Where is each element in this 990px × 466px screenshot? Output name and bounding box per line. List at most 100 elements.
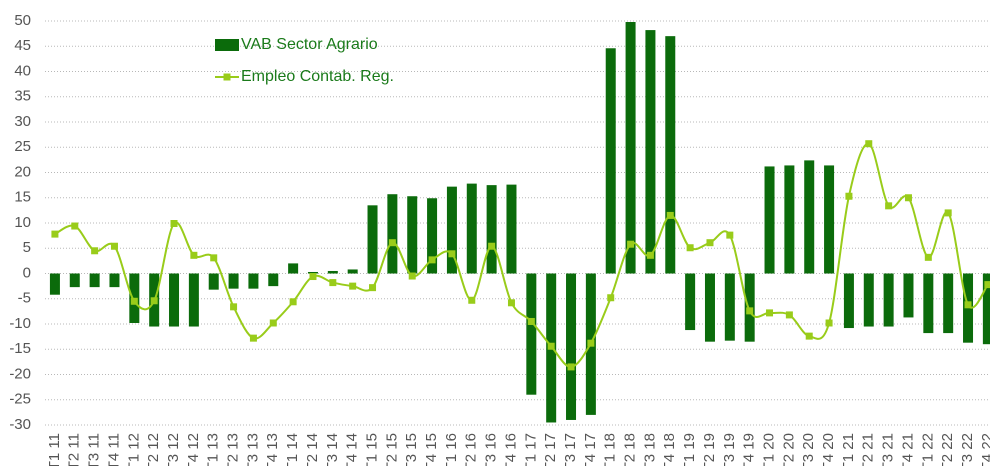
x-tick-label: T1 16 <box>443 433 460 466</box>
line-marker <box>91 247 99 255</box>
bar <box>446 186 457 274</box>
bar <box>764 166 775 274</box>
x-tick-label: T4 22 <box>979 433 990 466</box>
x-tick-label: T2 12 <box>145 433 162 466</box>
line-marker <box>309 273 317 281</box>
legend-label: Empleo Contab. Reg. <box>241 68 394 85</box>
y-tick-label: -10 <box>9 315 31 332</box>
line-marker <box>924 253 932 261</box>
bar <box>665 36 676 274</box>
x-tick-label: T1 13 <box>205 433 222 466</box>
y-tick-label: 20 <box>14 163 31 180</box>
line-marker <box>349 282 357 290</box>
x-tick-label: T1 20 <box>760 433 777 466</box>
line-marker <box>746 307 754 315</box>
line-marker <box>448 250 456 258</box>
y-tick-label: 35 <box>14 88 31 105</box>
y-tick-label: -30 <box>9 416 31 433</box>
bar <box>208 273 219 290</box>
x-tick-label: T3 13 <box>244 433 261 466</box>
y-tick-label: -5 <box>18 290 31 307</box>
x-tick-label: T4 12 <box>185 433 202 466</box>
y-tick-label: 40 <box>14 62 31 79</box>
bar <box>49 273 60 295</box>
bar <box>724 273 735 341</box>
line-marker <box>468 296 476 304</box>
x-tick-label: T4 14 <box>344 433 361 466</box>
bar <box>347 269 358 274</box>
line-marker <box>130 297 138 305</box>
bar <box>843 273 854 329</box>
bar <box>228 273 239 289</box>
line-marker <box>587 339 595 347</box>
x-tick-label: T2 22 <box>939 433 956 466</box>
bar <box>109 273 120 288</box>
y-tick-label: 5 <box>23 239 31 256</box>
y-tick-label: 0 <box>23 264 31 281</box>
x-tick-label: T1 21 <box>840 433 857 466</box>
x-tick-label: T4 13 <box>264 433 281 466</box>
line-marker <box>507 299 515 307</box>
line-marker <box>865 140 873 148</box>
x-tick-label: T2 11 <box>66 433 83 466</box>
x-tick-label: T2 14 <box>304 433 321 466</box>
line-marker <box>408 272 416 280</box>
x-tick-label: T1 14 <box>284 433 301 466</box>
x-tick-label: T3 16 <box>483 433 500 466</box>
x-tick-label: T4 16 <box>502 433 519 466</box>
line-marker <box>984 281 990 289</box>
x-tick-label: T3 21 <box>880 433 897 466</box>
bar <box>903 273 914 318</box>
x-tick-label: T1 15 <box>363 433 380 466</box>
line-marker <box>785 311 793 319</box>
x-tick-label: T2 19 <box>701 433 718 466</box>
bar <box>704 273 715 342</box>
line-marker <box>726 231 734 239</box>
line-marker <box>944 209 952 217</box>
line-marker <box>845 192 853 200</box>
line-marker <box>329 279 337 287</box>
y-tick-label: 30 <box>14 113 31 130</box>
bar <box>883 273 894 327</box>
x-tick-label: T1 18 <box>602 433 619 466</box>
bar <box>268 273 279 287</box>
x-tick-label: T2 13 <box>225 433 242 466</box>
x-tick-label: T4 11 <box>105 433 122 466</box>
x-tick-label: T4 18 <box>661 433 678 466</box>
line-marker <box>666 211 674 219</box>
x-tick-label: T2 15 <box>383 433 400 466</box>
line-marker <box>210 254 218 262</box>
line-marker <box>369 284 377 292</box>
y-tick-label: 15 <box>14 189 31 206</box>
x-tick-label: T3 20 <box>800 433 817 466</box>
line-marker <box>269 319 277 327</box>
line-marker <box>388 239 396 247</box>
line-marker <box>885 202 893 210</box>
line-marker <box>488 242 496 250</box>
legend-label: VAB Sector Agrario <box>241 36 378 53</box>
bar <box>982 273 990 345</box>
x-tick-label: T3 19 <box>721 433 738 466</box>
x-tick-label: T2 16 <box>463 433 480 466</box>
x-tick-label: T3 14 <box>324 433 341 466</box>
x-tick-label: T3 22 <box>959 433 976 466</box>
bar <box>824 165 835 274</box>
bar <box>685 273 696 331</box>
line-marker <box>646 251 654 259</box>
bar <box>506 184 517 274</box>
bar <box>863 273 874 327</box>
bar <box>625 22 636 274</box>
bar <box>526 273 537 395</box>
bar <box>923 273 934 334</box>
line-marker <box>230 303 238 311</box>
x-tick-label: T2 20 <box>780 433 797 466</box>
x-tick-label: T4 15 <box>423 433 440 466</box>
line-marker <box>170 220 178 228</box>
x-tick-label: T4 21 <box>899 433 916 466</box>
y-tick-label: -15 <box>9 340 31 357</box>
bar <box>89 273 100 288</box>
bar <box>804 160 815 274</box>
bar <box>169 273 180 327</box>
y-tick-label: 50 <box>14 12 31 29</box>
